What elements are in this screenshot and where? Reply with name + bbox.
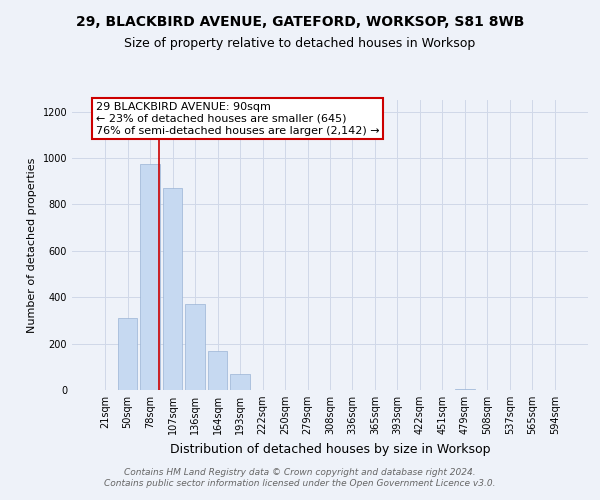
Bar bbox=[455, 389, 475, 390]
X-axis label: Distribution of detached houses by size in Worksop: Distribution of detached houses by size … bbox=[170, 442, 490, 456]
Bar bbox=[230, 374, 250, 390]
Text: Contains HM Land Registry data © Crown copyright and database right 2024.
Contai: Contains HM Land Registry data © Crown c… bbox=[104, 468, 496, 487]
Bar bbox=[185, 304, 205, 390]
Text: 29 BLACKBIRD AVENUE: 90sqm
← 23% of detached houses are smaller (645)
76% of sem: 29 BLACKBIRD AVENUE: 90sqm ← 23% of deta… bbox=[95, 102, 379, 136]
Text: Size of property relative to detached houses in Worksop: Size of property relative to detached ho… bbox=[124, 38, 476, 51]
Bar bbox=[140, 164, 160, 390]
Bar bbox=[208, 350, 227, 390]
Bar bbox=[163, 188, 182, 390]
Y-axis label: Number of detached properties: Number of detached properties bbox=[27, 158, 37, 332]
Bar bbox=[118, 318, 137, 390]
Text: 29, BLACKBIRD AVENUE, GATEFORD, WORKSOP, S81 8WB: 29, BLACKBIRD AVENUE, GATEFORD, WORKSOP,… bbox=[76, 15, 524, 29]
